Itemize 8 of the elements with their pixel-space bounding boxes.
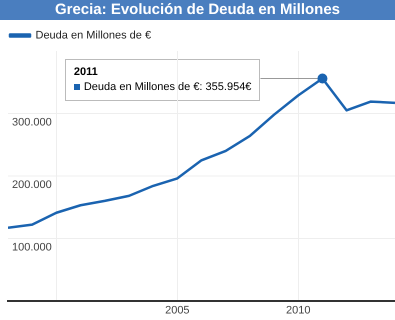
legend-label: Deuda en Millones de € [36,30,152,42]
x-tick-label: 2005 [165,304,190,316]
y-tick-label: 300.000 [12,116,52,128]
chart-title: Grecia: Evolución de Deuda en Millones [0,0,395,20]
y-tick-label: 100.000 [12,241,52,254]
annotation: 2011 Deuda en Millones de €: 355.954€ [74,64,252,94]
x-tick-label: 2010 [286,304,310,316]
y-tick-label: 200.000 [12,178,52,191]
